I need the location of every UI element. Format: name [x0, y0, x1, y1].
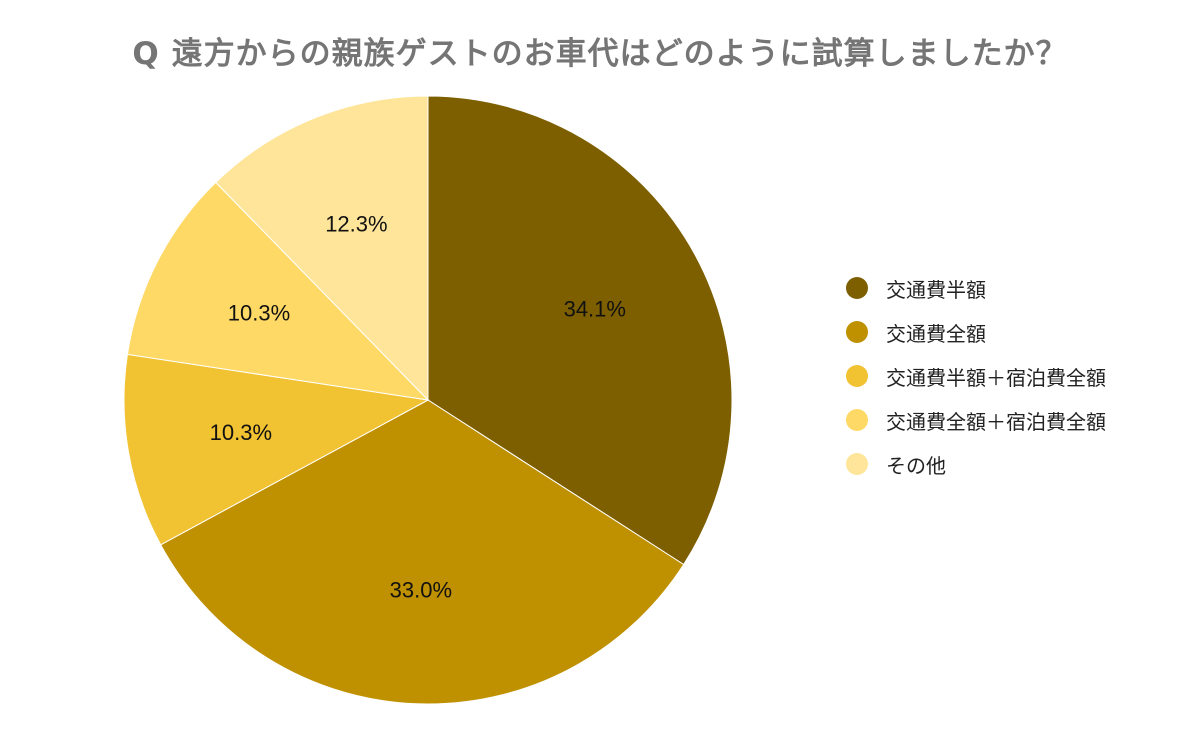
- legend-label: 交通費半額: [886, 277, 986, 302]
- legend-item: その他: [846, 442, 1106, 486]
- legend-swatch: [846, 321, 868, 343]
- pie-labels: 34.1% 33.0% 10.3% 10.3% 12.3%: [210, 212, 626, 603]
- legend-swatch: [846, 453, 868, 475]
- pie-slices: [123, 95, 733, 705]
- legend-item: 交通費全額: [846, 310, 1106, 354]
- legend-label: 交通費全額＋宿泊費全額: [886, 409, 1106, 434]
- slice-value-label: 10.3%: [228, 301, 290, 326]
- legend-swatch: [846, 277, 868, 299]
- pie-slice-1: [427, 95, 733, 566]
- legend-label: 交通費半額＋宿泊費全額: [886, 365, 1106, 390]
- slice-value-label: 34.1%: [564, 296, 626, 321]
- legend-swatch: [846, 409, 868, 431]
- chart-title: Q 遠方からの親族ゲストのお車代はどのように試算しましたか？: [132, 36, 1068, 72]
- legend-item: 交通費全額＋宿泊費全額: [846, 398, 1106, 442]
- legend-item: 交通費半額＋宿泊費全額: [846, 354, 1106, 398]
- pie-slice-3: [123, 353, 430, 546]
- legend-swatch: [846, 365, 868, 387]
- slice-value-label: 10.3%: [210, 420, 272, 445]
- slice-value-label: 33.0%: [390, 577, 452, 602]
- legend-label: その他: [886, 453, 946, 478]
- pie-slice-5: [215, 95, 429, 402]
- legend: 交通費半額交通費全額交通費半額＋宿泊費全額 交通費全額＋宿泊費全額 その他: [846, 266, 1106, 486]
- legend-label: 交通費全額: [886, 321, 986, 346]
- legend-item: 交通費半額: [846, 266, 1106, 310]
- pie-slice-2: [160, 399, 685, 705]
- pie-slice-4: [126, 181, 430, 401]
- slice-value-label: 12.3%: [325, 212, 387, 237]
